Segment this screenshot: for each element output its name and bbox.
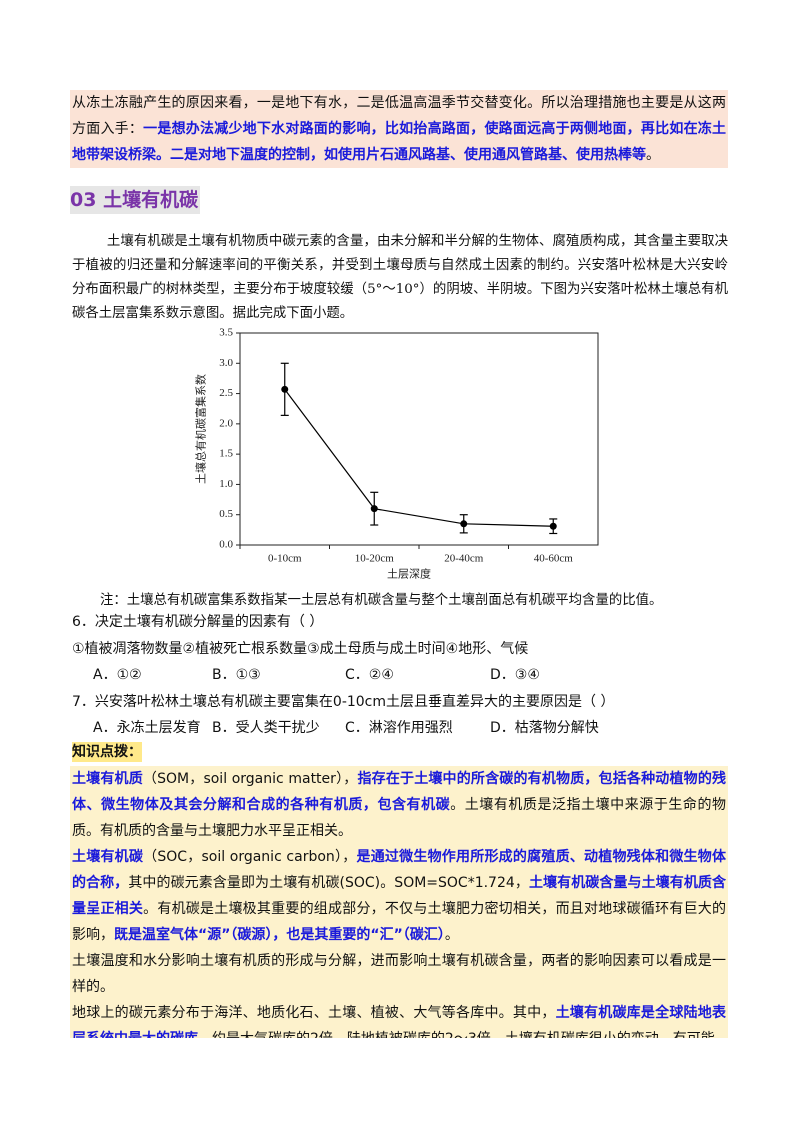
- y-tick-label: 2.5: [219, 387, 233, 399]
- option: A．永冻土层发育: [93, 720, 201, 736]
- option: A．①②: [93, 667, 142, 683]
- text-segment: ，约是大气碳库的2倍、陆地植被碳库的2～3倍。土壤有机碳库很小的变动，有可能: [198, 1031, 715, 1038]
- text-segment: 从冻土冻融产生的原因来看，一是地下有水，二是低温高温季节交替变化。所以治理措施也…: [72, 95, 726, 137]
- text-segment: 一是想办法减少地下水对路面的影响，比如抬高路面，使路面远高于两侧地面，再比如在冻…: [72, 121, 727, 163]
- text-segment: 指存在于土壤中的所含碳的有机物质，包括各种动植物的残体、微生物体及其会分解和合成…: [72, 771, 727, 813]
- y-tick-label: 1.0: [219, 478, 233, 490]
- plot-frame: [239, 332, 599, 546]
- chart: 0.0 0.5 1.0 1.5 2.0 2.5 3.0 3.5 0-10cm 10-20cm 20-…: [194, 327, 599, 581]
- x-tick-label: 20-40cm: [444, 553, 484, 565]
- text-segment: （SOC，soil organic carbon），: [143, 849, 357, 865]
- x-tick-label: 40-60cm: [534, 553, 574, 565]
- intro: 土壤有机碳是土壤有机物质中碳元素的含量，由未分解和半分解的生物体、腐殖质构成，其…: [72, 234, 728, 321]
- y-tick-label: 1.5: [219, 448, 233, 460]
- text-segment: 土壤有机质: [72, 771, 143, 787]
- text-segment: （SOM，soil organic matter），: [142, 771, 358, 787]
- knowledge-title: 知识点拨：: [72, 742, 142, 762]
- data-line: [284, 388, 554, 527]
- y-tick-label: 3.0: [219, 357, 233, 369]
- question-stem: 6．决定土壤有机碳分解量的因素有（ ）: [72, 614, 324, 630]
- text-segment: 。: [646, 147, 660, 163]
- text-segment: 土壤有机碳: [72, 849, 144, 865]
- option: C．②④: [345, 667, 394, 683]
- y-tick-label: 0.0: [219, 539, 233, 551]
- paragraph: 土壤有机质（SOM，soil organic matter），指存在于土壤中的所…: [72, 766, 726, 844]
- y-tick-label: 2.0: [219, 417, 233, 429]
- section-number: 03: [70, 189, 97, 211]
- options: A．永冻土层发育 B．受人类干扰少 C．淋溶作用强烈 D．枯落物分解快: [93, 717, 599, 737]
- text-segment: 土壤有机碳含量与土壤有机质含量呈正相关: [72, 875, 727, 917]
- text-segment: 。: [444, 927, 459, 943]
- x-tick-label: 10-20cm: [355, 553, 395, 565]
- paragraph: 土壤温度和水分影响土壤有机质的形成与分解，进而影响土壤有机碳含量，两者的影响因素…: [72, 948, 726, 1000]
- text-segment: 土壤温度和水分影响土壤有机质的形成与分解，进而影响土壤有机碳含量，两者的影响因素…: [72, 953, 726, 995]
- text-segment: 地球上的碳元素分布于海洋、地质化石、土壤、植被、大气等各库中。其中，: [72, 1005, 556, 1021]
- text-segment: 土壤有机碳库是全球陆地表层系统中最大的碳库: [72, 1005, 727, 1038]
- data-point: [281, 385, 289, 393]
- option: C．淋溶作用强烈: [345, 720, 453, 736]
- text-segment: 是通过微生物作用所形成的腐殖质、动植物残体和微生物体的合称，: [72, 849, 726, 891]
- section-title: 土壤有机碳: [103, 189, 199, 211]
- option: B．受人类干扰少: [212, 720, 320, 736]
- text-segment: 。有机碳是土壤极其重要的组成部分，不仅与土壤肥力密切相关，而且对地球碳循环有巨大…: [72, 901, 727, 943]
- question-statement: ①植被凋落物数量②植被死亡根系数量③成土母质与成土时间④地形、气候: [72, 641, 529, 657]
- x-axis-label: 土层深度: [387, 567, 431, 581]
- y-axis-label: 土壤总有机碳富集系数: [194, 374, 208, 484]
- section-heading: 03 土壤有机碳: [70, 186, 200, 214]
- text-segment: 既是温室气体“源”（碳源），也是其重要的“汇”（碳汇）: [114, 927, 445, 943]
- option: D．③④: [490, 667, 540, 683]
- y-tick-label: 0.5: [219, 508, 233, 520]
- text-segment: 。土壤有机质是泛指土壤中来源于生命的物质。有机质的含量与土壤肥力水平呈正相关。: [72, 797, 727, 839]
- data-point: [460, 520, 468, 528]
- data-point: [549, 522, 557, 530]
- paragraph: 土壤有机碳（SOC，soil organic carbon），是通过微生物作用所…: [72, 844, 726, 948]
- option: B．①③: [212, 667, 261, 683]
- y-tick-label: 3.5: [219, 327, 233, 339]
- paragraph: 地球上的碳元素分布于海洋、地质化石、土壤、植被、大气等各库中。其中，土壤有机碳库…: [72, 1000, 726, 1038]
- knowledge-block: 土壤有机质（SOM，soil organic matter），指存在于土壤中的所…: [70, 766, 728, 1038]
- top-note: 从冻土冻融产生的原因来看，一是地下有水，二是低温高温季节交替变化。所以治理措施也…: [70, 90, 728, 168]
- chart-note: 注：土壤总有机碳富集系数指某一土层总有机碳含量与整个土壤剖面总有机碳平均含量的比…: [100, 593, 663, 608]
- option: D．枯落物分解快: [490, 720, 599, 736]
- x-tick-label: 0-10cm: [268, 553, 302, 565]
- data-point: [370, 505, 378, 513]
- options: A．①② B．①③ C．②④ D．③④: [93, 664, 540, 684]
- question-stem: 7．兴安落叶松林土壤总有机碳主要富集在0-10cm土层且垂直差异大的主要原因是（…: [72, 694, 615, 710]
- text-segment: 其中的碳元素含量即为土壤有机碳(SOC)。SOM=SOC*1.724，: [128, 875, 529, 891]
